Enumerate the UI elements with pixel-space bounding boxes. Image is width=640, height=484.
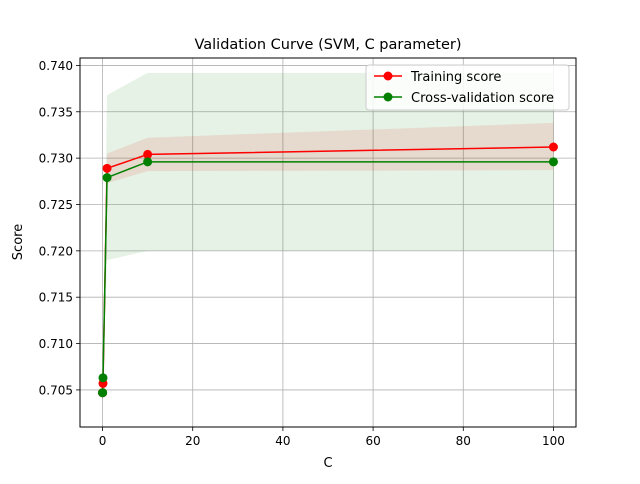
data-point-series-1 xyxy=(143,157,153,167)
y-tick-label: 0.705 xyxy=(39,383,73,397)
chart-title: Validation Curve (SVM, C parameter) xyxy=(194,37,461,53)
y-tick-label: 0.740 xyxy=(39,59,73,73)
data-point-series-1 xyxy=(102,173,112,183)
x-tick-label: 0 xyxy=(99,434,107,448)
series-markers xyxy=(98,142,558,398)
data-point-series-1 xyxy=(98,388,108,398)
plot-frame xyxy=(79,57,577,428)
x-tick-label: 100 xyxy=(542,434,565,448)
y-tick-label: 0.720 xyxy=(39,244,73,258)
data-point-series-1 xyxy=(548,157,558,167)
data-point-series-0 xyxy=(548,142,558,152)
legend: Training score Cross-validation score xyxy=(365,64,570,111)
x-tick-label: 80 xyxy=(456,434,471,448)
y-axis-label: Score xyxy=(11,224,26,260)
y-tick-label: 0.735 xyxy=(39,105,73,119)
legend-label-training: Training score xyxy=(410,70,501,85)
data-point-series-0 xyxy=(143,149,153,159)
y-tick-label: 0.730 xyxy=(39,152,73,166)
legend-label-cv: Cross-validation score xyxy=(411,91,554,106)
x-axis-label: C xyxy=(323,456,332,471)
x-tick-label: 60 xyxy=(365,434,380,448)
legend-marker-training xyxy=(383,71,393,81)
y-tick-label: 0.715 xyxy=(39,291,73,305)
legend-frame xyxy=(365,64,570,111)
data-point-series-0 xyxy=(102,163,112,173)
y-tick-label: 0.725 xyxy=(39,198,73,212)
x-tick-label: 40 xyxy=(275,434,290,448)
x-tick-label: 20 xyxy=(185,434,200,448)
data-point-series-1 xyxy=(98,373,108,383)
y-tick-label: 0.710 xyxy=(39,337,73,351)
legend-marker-cv xyxy=(383,92,393,102)
confidence-band-1 xyxy=(102,72,554,400)
plot-area xyxy=(79,57,577,428)
x-axis: 0 20 40 60 80 100 xyxy=(99,427,565,448)
y-axis: 0.705 0.710 0.715 0.720 0.725 0.730 0.735 0.740 xyxy=(39,59,80,397)
confidence-bands xyxy=(102,72,554,400)
